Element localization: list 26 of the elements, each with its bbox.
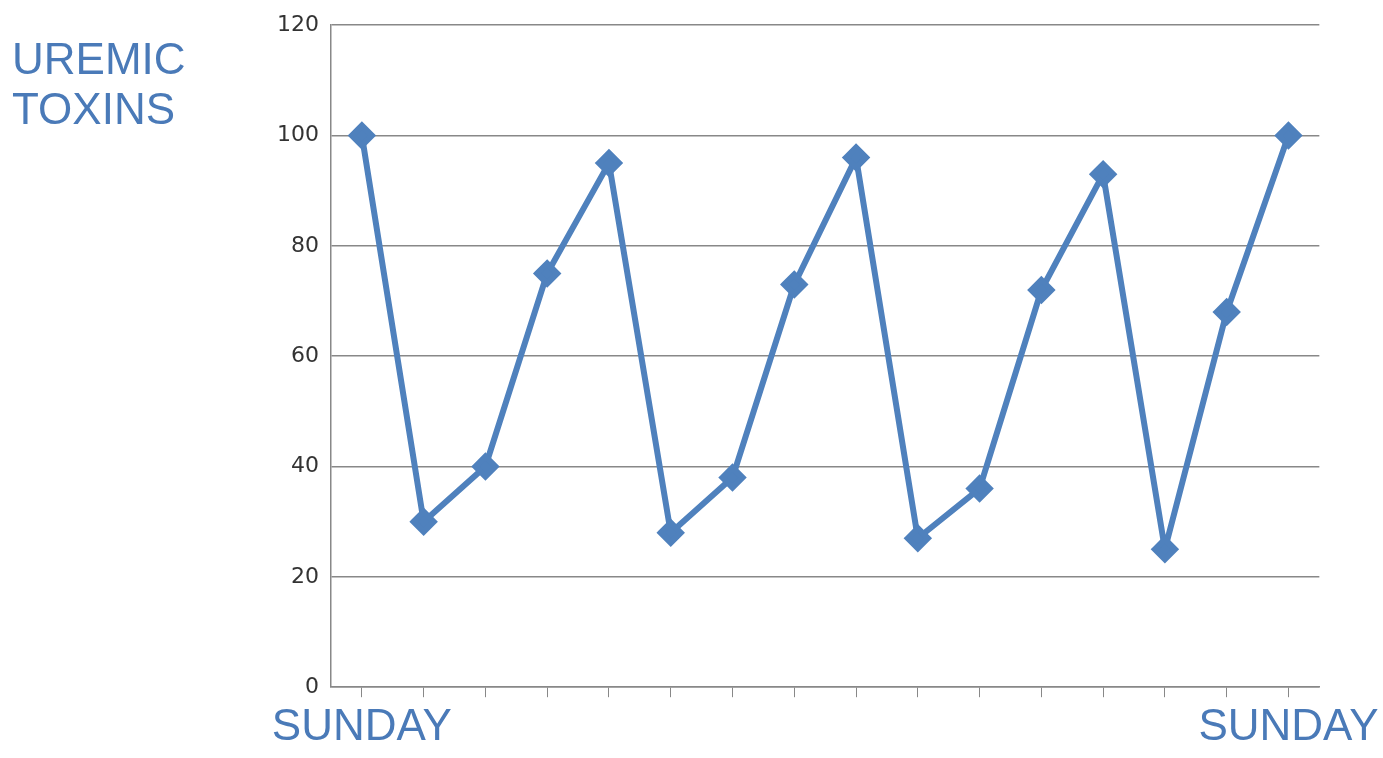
point [1275, 122, 1302, 149]
point [472, 453, 499, 480]
y-axis-title: UREMIC TOXINS [12, 34, 187, 134]
y-tick-label: 100 [276, 121, 319, 147]
point [966, 475, 993, 502]
y-tick-label: 0 [304, 672, 319, 698]
x-tick-label: SUNDAY [1198, 699, 1379, 749]
y-tick-label: 20 [290, 562, 319, 588]
y-tick-label: 60 [290, 341, 319, 367]
point [1028, 277, 1055, 303]
y-tick-label: 80 [290, 231, 319, 257]
x-tick-label: SUNDAY [271, 699, 452, 749]
point [781, 271, 808, 298]
y-tick-label: 40 [290, 452, 319, 478]
point [534, 260, 561, 287]
point [1213, 299, 1240, 326]
point [719, 464, 746, 491]
point [1090, 161, 1117, 188]
point [1151, 536, 1178, 563]
point [595, 150, 622, 177]
point [843, 144, 870, 171]
point [657, 519, 684, 546]
y-tick-label: 120 [276, 10, 319, 36]
point [904, 525, 931, 552]
point [410, 508, 437, 535]
point [348, 122, 375, 149]
